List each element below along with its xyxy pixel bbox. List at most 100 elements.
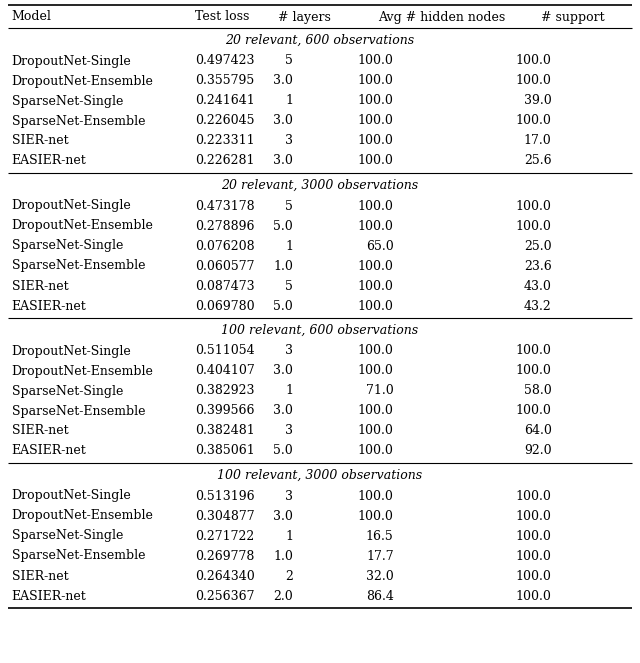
Text: 43.2: 43.2	[524, 300, 552, 312]
Text: 3.0: 3.0	[273, 115, 293, 127]
Text: 0.304877: 0.304877	[195, 509, 255, 522]
Text: 0.511054: 0.511054	[195, 345, 255, 357]
Text: 5: 5	[285, 280, 293, 292]
Text: Test loss: Test loss	[195, 11, 250, 23]
Text: 2.0: 2.0	[273, 589, 293, 603]
Text: 3.0: 3.0	[273, 509, 293, 522]
Text: 0.513196: 0.513196	[195, 489, 255, 503]
Text: 0.226281: 0.226281	[195, 154, 255, 168]
Text: 0.256367: 0.256367	[195, 589, 255, 603]
Text: 5.0: 5.0	[273, 300, 293, 312]
Text: 100.0: 100.0	[516, 570, 552, 583]
Text: DropoutNet-Single: DropoutNet-Single	[12, 200, 131, 213]
Text: 0.278896: 0.278896	[195, 219, 255, 233]
Text: 86.4: 86.4	[365, 589, 394, 603]
Text: 0.060577: 0.060577	[195, 259, 255, 272]
Text: 43.0: 43.0	[524, 280, 552, 292]
Text: 100.0: 100.0	[358, 154, 394, 168]
Text: 0.069780: 0.069780	[195, 300, 255, 312]
Text: EASIER-net: EASIER-net	[12, 154, 86, 168]
Text: 0.382481: 0.382481	[195, 424, 255, 438]
Text: SIER-net: SIER-net	[12, 570, 68, 583]
Text: 100.0: 100.0	[516, 509, 552, 522]
Text: 100.0: 100.0	[516, 345, 552, 357]
Text: DropoutNet-Single: DropoutNet-Single	[12, 345, 131, 357]
Text: 5.0: 5.0	[273, 444, 293, 457]
Text: 0.087473: 0.087473	[195, 280, 255, 292]
Text: 0.404107: 0.404107	[195, 365, 255, 377]
Text: 5.0: 5.0	[273, 219, 293, 233]
Text: 100.0: 100.0	[358, 200, 394, 213]
Text: 3.0: 3.0	[273, 365, 293, 377]
Text: 100 relevant, 600 observations: 100 relevant, 600 observations	[221, 324, 419, 337]
Text: 3.0: 3.0	[273, 154, 293, 168]
Text: SIER-net: SIER-net	[12, 135, 68, 147]
Text: 100.0: 100.0	[358, 509, 394, 522]
Text: 39.0: 39.0	[524, 95, 552, 107]
Text: 100.0: 100.0	[358, 74, 394, 88]
Text: 100.0: 100.0	[516, 365, 552, 377]
Text: 0.223311: 0.223311	[195, 135, 255, 147]
Text: SIER-net: SIER-net	[12, 280, 68, 292]
Text: 3.0: 3.0	[273, 74, 293, 88]
Text: 1: 1	[285, 239, 293, 253]
Text: 0.355795: 0.355795	[195, 74, 255, 88]
Text: 1: 1	[285, 530, 293, 542]
Text: 3: 3	[285, 345, 293, 357]
Text: 100.0: 100.0	[358, 219, 394, 233]
Text: DropoutNet-Ensemble: DropoutNet-Ensemble	[12, 509, 154, 522]
Text: 5: 5	[285, 200, 293, 213]
Text: SIER-net: SIER-net	[12, 424, 68, 438]
Text: 100.0: 100.0	[358, 115, 394, 127]
Text: 100.0: 100.0	[516, 489, 552, 503]
Text: 17.7: 17.7	[366, 550, 394, 562]
Text: 0.226045: 0.226045	[195, 115, 255, 127]
Text: 25.0: 25.0	[524, 239, 552, 253]
Text: 17.0: 17.0	[524, 135, 552, 147]
Text: 2: 2	[285, 570, 293, 583]
Text: 0.473178: 0.473178	[195, 200, 255, 213]
Text: 100.0: 100.0	[358, 54, 394, 68]
Text: DropoutNet-Single: DropoutNet-Single	[12, 489, 131, 503]
Text: DropoutNet-Ensemble: DropoutNet-Ensemble	[12, 219, 154, 233]
Text: 100.0: 100.0	[358, 444, 394, 457]
Text: DropoutNet-Ensemble: DropoutNet-Ensemble	[12, 365, 154, 377]
Text: 100.0: 100.0	[358, 95, 394, 107]
Text: 20 relevant, 600 observations: 20 relevant, 600 observations	[225, 34, 415, 46]
Text: SparseNet-Single: SparseNet-Single	[12, 239, 123, 253]
Text: SparseNet-Single: SparseNet-Single	[12, 385, 123, 398]
Text: 100.0: 100.0	[516, 530, 552, 542]
Text: 25.6: 25.6	[524, 154, 552, 168]
Text: DropoutNet-Single: DropoutNet-Single	[12, 54, 131, 68]
Text: SparseNet-Ensemble: SparseNet-Ensemble	[12, 404, 145, 418]
Text: # layers: # layers	[278, 11, 332, 23]
Text: 3: 3	[285, 424, 293, 438]
Text: 100.0: 100.0	[516, 589, 552, 603]
Text: 16.5: 16.5	[366, 530, 394, 542]
Text: 3.0: 3.0	[273, 404, 293, 418]
Text: 0.385061: 0.385061	[195, 444, 255, 457]
Text: 0.497423: 0.497423	[195, 54, 255, 68]
Text: SparseNet-Single: SparseNet-Single	[12, 530, 123, 542]
Text: SparseNet-Single: SparseNet-Single	[12, 95, 123, 107]
Text: 100 relevant, 3000 observations: 100 relevant, 3000 observations	[218, 469, 422, 481]
Text: 100.0: 100.0	[358, 424, 394, 438]
Text: 100.0: 100.0	[516, 219, 552, 233]
Text: 0.271722: 0.271722	[195, 530, 255, 542]
Text: 0.076208: 0.076208	[195, 239, 255, 253]
Text: 100.0: 100.0	[516, 550, 552, 562]
Text: 100.0: 100.0	[358, 135, 394, 147]
Text: SparseNet-Ensemble: SparseNet-Ensemble	[12, 550, 145, 562]
Text: 100.0: 100.0	[358, 345, 394, 357]
Text: 100.0: 100.0	[358, 280, 394, 292]
Text: 71.0: 71.0	[366, 385, 394, 398]
Text: 100.0: 100.0	[358, 300, 394, 312]
Text: # support: # support	[541, 11, 604, 23]
Text: 5: 5	[285, 54, 293, 68]
Text: 65.0: 65.0	[366, 239, 394, 253]
Text: 100.0: 100.0	[358, 365, 394, 377]
Text: 0.264340: 0.264340	[195, 570, 255, 583]
Text: 100.0: 100.0	[358, 259, 394, 272]
Text: SparseNet-Ensemble: SparseNet-Ensemble	[12, 259, 145, 272]
Text: 23.6: 23.6	[524, 259, 552, 272]
